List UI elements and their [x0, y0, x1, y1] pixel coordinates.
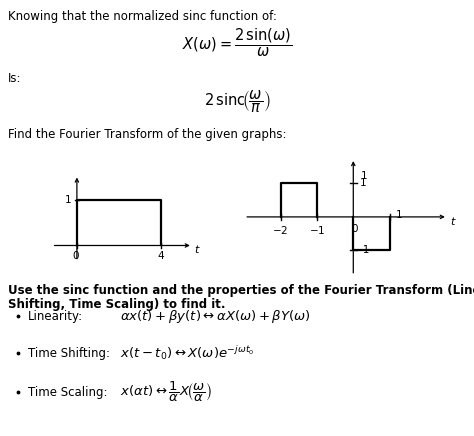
- Text: $-2$: $-2$: [273, 224, 289, 236]
- Text: $2\,\mathrm{sinc}\!\left(\dfrac{\omega}{\pi}\right)$: $2\,\mathrm{sinc}\!\left(\dfrac{\omega}{…: [204, 88, 270, 115]
- Text: 1: 1: [360, 178, 366, 188]
- Text: 1: 1: [361, 170, 368, 181]
- Text: $-1$: $-1$: [309, 224, 325, 236]
- Text: 0: 0: [352, 224, 358, 234]
- Text: $t$: $t$: [449, 215, 456, 227]
- Text: 0: 0: [73, 252, 79, 262]
- Text: Time Shifting:: Time Shifting:: [28, 347, 110, 360]
- Text: $t$: $t$: [194, 243, 201, 255]
- Text: Is:: Is:: [8, 72, 21, 85]
- Text: $X(\omega) = \dfrac{2\,\sin(\omega)}{\omega}$: $X(\omega) = \dfrac{2\,\sin(\omega)}{\om…: [182, 26, 292, 58]
- Text: 1: 1: [65, 195, 72, 205]
- Text: Find the Fourier Transform of the given graphs:: Find the Fourier Transform of the given …: [8, 128, 286, 141]
- Text: Time Scaling:: Time Scaling:: [28, 385, 108, 399]
- Text: $\alpha x(t) + \beta y(t) \leftrightarrow \alpha X(\omega) + \beta Y(\omega)$: $\alpha x(t) + \beta y(t) \leftrightarro…: [120, 307, 311, 324]
- Text: 4: 4: [158, 252, 164, 262]
- Text: Use the sinc function and the properties of the Fourier Transform (Linearity, Ti: Use the sinc function and the properties…: [8, 284, 474, 297]
- Text: $x(\alpha t) \leftrightarrow \dfrac{1}{\alpha}X\!\left(\dfrac{\omega}{\alpha}\ri: $x(\alpha t) \leftrightarrow \dfrac{1}{\…: [120, 380, 212, 404]
- Text: 1: 1: [396, 210, 403, 220]
- Text: $x(t - t_0) \leftrightarrow X(\omega)e^{-j\omega t_0}$: $x(t - t_0) \leftrightarrow X(\omega)e^{…: [120, 344, 255, 362]
- Text: Knowing that the normalized sinc function of:: Knowing that the normalized sinc functio…: [8, 10, 277, 23]
- Text: Linearity:: Linearity:: [28, 310, 83, 323]
- Text: -1: -1: [360, 245, 370, 255]
- Text: Shifting, Time Scaling) to find it.: Shifting, Time Scaling) to find it.: [8, 298, 226, 311]
